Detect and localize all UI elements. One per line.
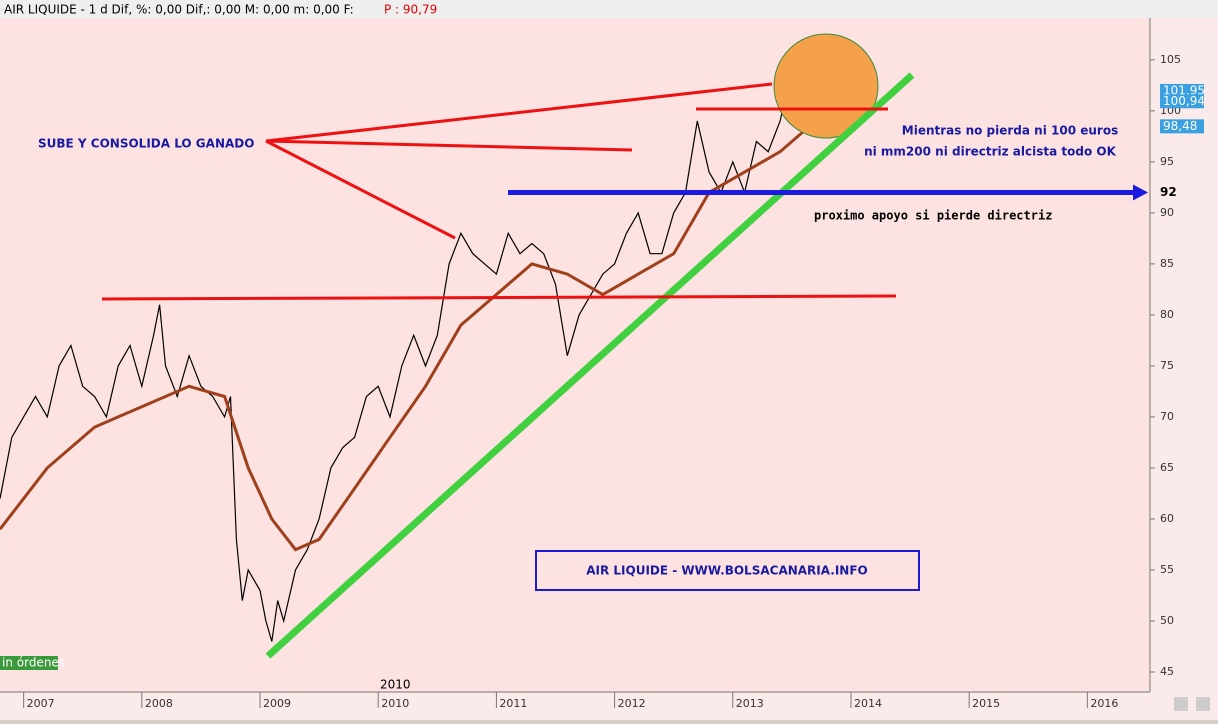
annotation: Mientras no pierda ni 100 euros <box>902 124 1118 138</box>
y-tick-label: 95 <box>1160 155 1174 168</box>
resistance-line <box>101 294 897 301</box>
header-text: AIR LIQUIDE - 1 d Dif, %: 0,00 Dif,: 0,0… <box>4 3 354 17</box>
x-tick-label: 2014 <box>854 697 882 710</box>
header-price: P : 90,79 <box>384 3 437 17</box>
watermark-box <box>535 550 920 591</box>
toolbar-button[interactable] <box>1174 697 1188 711</box>
x-tick-label: 2010 <box>381 697 409 710</box>
price-tag-label: 101,95 <box>1163 83 1205 97</box>
y-tick-label: 70 <box>1160 410 1174 423</box>
y-tick-label: 105 <box>1160 53 1181 66</box>
price-tag-label: 100,94 <box>1163 94 1205 108</box>
save-button[interactable] <box>1196 697 1210 711</box>
y-tick-label: 55 <box>1160 563 1174 576</box>
annotation: ni mm200 ni directriz alcista todo OK <box>864 145 1116 159</box>
x-tick-label: 2013 <box>736 697 764 710</box>
support-arrowhead <box>1133 184 1148 201</box>
plot-area <box>0 18 1150 692</box>
y-tick-label: 75 <box>1160 359 1174 372</box>
header-bar <box>0 0 1218 18</box>
pointer-line <box>265 139 633 152</box>
x-tick-label: 2011 <box>499 697 527 710</box>
x-axis-area <box>0 692 1218 720</box>
pointer-line <box>265 82 773 143</box>
y-tick-label: 60 <box>1160 512 1174 525</box>
x-tick-label: 2012 <box>618 697 646 710</box>
status-tag <box>0 656 58 670</box>
red-lines <box>101 82 897 301</box>
watermark: AIR LIQUIDE - WWW.BOLSACANARIA.INFO <box>586 564 868 578</box>
x-tick-label: 2016 <box>1090 697 1118 710</box>
y-tick-label: 80 <box>1160 308 1174 321</box>
highlight-circle <box>773 33 879 139</box>
support-label: 92 <box>1160 185 1177 199</box>
y-tick-label: 65 <box>1160 461 1174 474</box>
pointer-line <box>265 139 456 240</box>
price-tag-label: 98,48 <box>1163 119 1197 133</box>
y-tick-label: 85 <box>1160 257 1174 270</box>
y-tick-label: 90 <box>1160 206 1174 219</box>
trend-line <box>265 72 915 659</box>
x-tick-label: 2009 <box>263 697 291 710</box>
axis-year-label: 2010 <box>380 678 411 692</box>
y-tick-label: 50 <box>1160 614 1174 627</box>
x-tick-label: 2008 <box>145 697 173 710</box>
y-tick-label: 45 <box>1160 665 1174 678</box>
price-line <box>0 68 828 642</box>
status-text: in órdenes <box>2 656 65 670</box>
annotation: proximo apoyo si pierde directriz <box>814 209 1052 223</box>
price-tag <box>1160 94 1204 109</box>
x-tick-label: 2007 <box>27 697 55 710</box>
annotation: SUBE Y CONSOLIDA LO GANADO <box>38 137 254 151</box>
price-tag <box>1160 119 1204 134</box>
x-tick-label: 2015 <box>972 697 1000 710</box>
